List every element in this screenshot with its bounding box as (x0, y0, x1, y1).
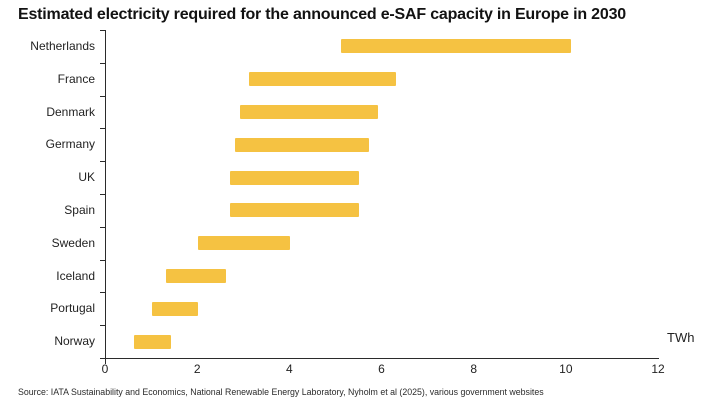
y-axis-tick (100, 292, 106, 294)
range-bar (198, 236, 291, 251)
y-axis-tick (100, 259, 106, 261)
category-label: Germany (45, 137, 95, 152)
range-bar (165, 269, 226, 283)
range-bar (152, 301, 199, 316)
y-axis-tick (100, 226, 106, 228)
x-tick-label: 12 (651, 362, 665, 376)
x-tick-label: 4 (285, 362, 293, 376)
range-bar (133, 334, 171, 349)
range-bar (230, 170, 360, 185)
category-label: Denmark (46, 104, 95, 119)
category-label: Iceland (56, 268, 95, 283)
range-bar (341, 39, 572, 54)
x-tick-label: 10 (559, 362, 573, 376)
x-tick-label: 6 (378, 362, 385, 376)
plot-area (100, 30, 659, 364)
range-bar (230, 203, 360, 218)
category-label: France (57, 71, 95, 86)
x-tick-label: 0 (101, 362, 109, 376)
x-tick-label: 2 (193, 362, 201, 376)
y-axis-tick (100, 62, 106, 64)
category-label: Spain (64, 203, 95, 217)
source-note: Source: IATA Sustainability and Economic… (18, 387, 544, 397)
y-axis-tick (100, 194, 106, 195)
x-axis-origin-tick (105, 358, 106, 364)
category-label: Portugal (50, 301, 95, 316)
y-axis-tick (100, 95, 106, 97)
category-label: Sweden (51, 235, 95, 250)
category-label: Norway (54, 334, 95, 349)
category-label: UK (78, 170, 95, 185)
x-axis-tick-labels: 0 2 4 6 8 10 12 (0, 362, 728, 378)
x-axis-unit-label: TWh (667, 330, 695, 345)
y-axis-tick (100, 325, 106, 327)
y-axis-tick (100, 128, 106, 130)
x-tick-label: 8 (470, 362, 477, 376)
chart-title: Estimated electricity required for the a… (18, 6, 626, 23)
category-label: Netherlands (30, 39, 95, 53)
y-axis-tick (100, 358, 106, 359)
y-axis-tick (100, 30, 106, 31)
range-bar (248, 72, 397, 87)
range-bar (235, 137, 369, 152)
y-axis-tick (100, 161, 106, 163)
range-bar (239, 105, 378, 119)
y-axis-labels: Netherlands France Denmark Germany UK Spain Sw… (0, 30, 95, 358)
